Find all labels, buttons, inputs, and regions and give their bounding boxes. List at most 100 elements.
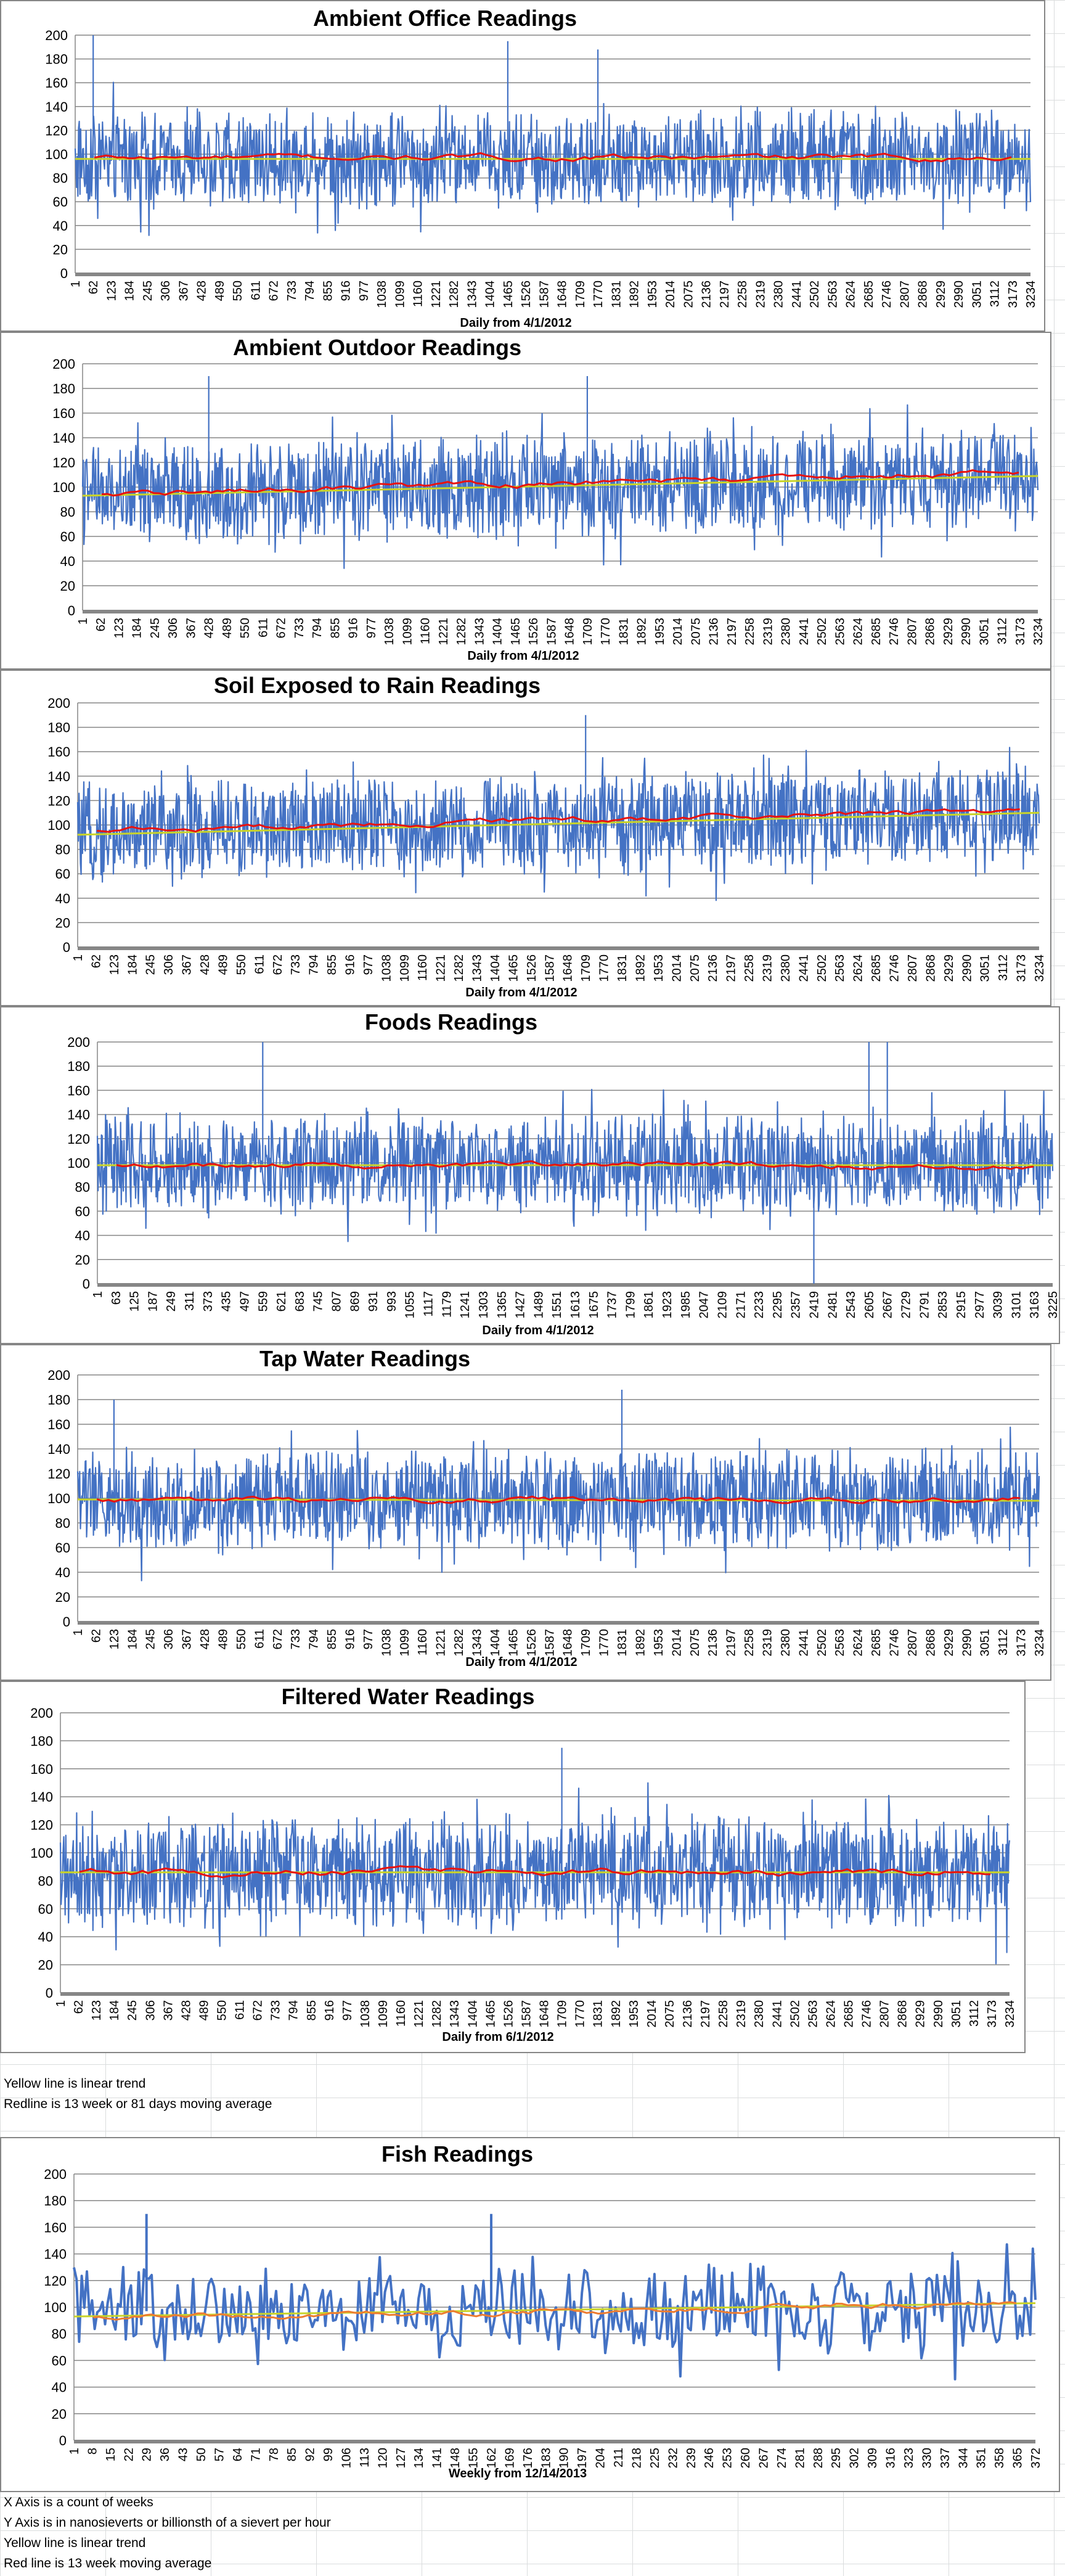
x-tick-label: 1160	[419, 618, 433, 644]
x-tick-label: 2563	[833, 618, 847, 646]
y-tick-label: 80	[75, 1179, 90, 1195]
series-line-readings	[81, 376, 1039, 569]
x-tick-label: 2624	[852, 954, 865, 982]
x-tick-label: 2624	[844, 281, 858, 308]
y-tick-label: 200	[30, 1705, 53, 1721]
y-tick-label: 160	[44, 2220, 67, 2235]
x-tick-label: 1770	[592, 281, 605, 308]
x-tick-label: 57	[213, 2448, 226, 2461]
x-tick-label: 367	[161, 2000, 175, 2020]
x-tick-label: 2807	[906, 1629, 920, 1657]
x-tick-label: 190	[558, 2448, 571, 2468]
x-tick-label: 1343	[473, 618, 486, 646]
x-tick-label: 267	[757, 2448, 770, 2468]
x-tick-label: 2258	[743, 1629, 756, 1657]
x-tick-label: 977	[357, 281, 371, 301]
x-tick-label: 2685	[870, 954, 883, 982]
x-tick-label: 1099	[393, 281, 407, 308]
x-tick-label: 2481	[826, 1291, 839, 1319]
x-tick-label: 3173	[1015, 1629, 1029, 1657]
x-tick-label: 2746	[880, 281, 894, 308]
y-tick-label: 60	[55, 1540, 70, 1556]
x-tick-label: 2197	[718, 281, 732, 308]
x-tick-label: 245	[144, 954, 158, 975]
x-tick-label: 123	[90, 2000, 104, 2020]
y-tick-label: 120	[47, 1466, 70, 1482]
x-tick-label: 1587	[520, 2000, 533, 2028]
x-tick-label: 1831	[610, 281, 623, 308]
x-tick-label: 489	[197, 2000, 211, 2020]
note-moving-average: Redline is 13 week or 81 days moving ave…	[4, 2097, 272, 2111]
x-tick-label: 2295	[771, 1291, 785, 1319]
x-axis	[83, 610, 1038, 613]
x-tick-label: 311	[183, 1291, 197, 1311]
x-tick-label: 43	[177, 2448, 190, 2461]
x-tick-label: 3173	[1015, 954, 1029, 982]
x-tick-label: 337	[939, 2448, 952, 2468]
x-tick-label: 127	[394, 2448, 408, 2468]
y-tick-label: 180	[30, 1733, 53, 1749]
x-tick-label: 489	[216, 954, 230, 975]
x-tick-label: 274	[775, 2448, 789, 2468]
x-axis-label: Daily from 4/1/2012	[482, 1324, 594, 1337]
x-tick-label: 1365	[496, 1291, 509, 1319]
x-tick-label: 2014	[670, 954, 683, 982]
x-tick-label: 916	[344, 954, 357, 975]
x-tick-label: 1587	[537, 281, 551, 308]
x-tick-label: 1953	[627, 2000, 641, 2028]
series-line-readings	[73, 2213, 1037, 2381]
chart-ambient-outdoor: Ambient Outdoor Readings 0 20 40 60 80 100 120 1…	[0, 332, 1051, 670]
x-tick-label: 2258	[743, 618, 757, 646]
x-tick-label: 245	[144, 1629, 158, 1649]
x-tick-label: 2502	[815, 954, 829, 982]
x-tick-label: 1160	[416, 1629, 430, 1655]
x-tick-label: 2233	[753, 1291, 766, 1319]
note-trend: Yellow line is linear trend	[4, 2077, 146, 2091]
x-tick-label: 2746	[888, 1629, 902, 1657]
x-tick-label: 1526	[502, 2000, 515, 2028]
x-tick-label: 2357	[790, 1291, 803, 1319]
x-tick-label: 428	[179, 2000, 193, 2020]
x-tick-label: 611	[253, 1629, 266, 1649]
series-line-readings	[59, 1747, 1011, 1964]
x-tick-label: 62	[94, 618, 108, 631]
x-tick-label: 306	[162, 954, 176, 975]
y-tick-label: 140	[44, 2247, 67, 2262]
x-tick-label: 1465	[509, 618, 523, 646]
x-tick-label: 372	[1029, 2448, 1043, 2468]
x-tick-label: 3112	[989, 281, 1002, 307]
x-tick-label: 2685	[862, 281, 876, 308]
x-tick-label: 2791	[918, 1291, 931, 1319]
x-tick-label: 85	[285, 2448, 299, 2461]
x-tick-label: 184	[123, 281, 137, 301]
x-tick-label: 794	[287, 2000, 301, 2020]
x-tick-label: 2380	[779, 954, 793, 982]
x-tick-label: 3225	[1047, 1291, 1059, 1319]
x-tick-label: 316	[884, 2448, 898, 2468]
x-tick-label: 1404	[489, 954, 502, 982]
x-tick-label: 1709	[574, 281, 587, 308]
x-tick-label: 1551	[550, 1291, 564, 1319]
x-tick-label: 1770	[574, 2000, 587, 2028]
x-tick-label: 113	[358, 2448, 372, 2467]
x-tick-label: 218	[630, 2448, 643, 2468]
x-tick-label: 373	[202, 1291, 215, 1311]
x-tick-label: 428	[198, 1629, 212, 1649]
x-tick-label: 184	[126, 954, 139, 975]
x-tick-label: 3234	[1024, 281, 1038, 308]
x-tick-label: 36	[158, 2448, 172, 2461]
x-tick-label: 306	[166, 618, 180, 638]
chart-title: Filtered Water Readings	[282, 1684, 535, 1709]
y-tick-label: 180	[45, 52, 68, 67]
y-tick-label: 100	[47, 818, 70, 833]
y-tick-label: 80	[55, 1516, 70, 1531]
x-tick-label: 187	[146, 1291, 160, 1311]
x-tick-label: 123	[108, 1629, 121, 1649]
x-tick-label: 1709	[581, 618, 595, 646]
series-line-moving-average	[97, 808, 1020, 833]
x-tick-label: 1160	[416, 954, 430, 981]
x-tick-label: 2136	[700, 281, 714, 308]
chart-title: Fish Readings	[382, 2141, 533, 2167]
x-tick-label: 1613	[569, 1291, 582, 1319]
y-tick-label: 60	[52, 2353, 67, 2368]
